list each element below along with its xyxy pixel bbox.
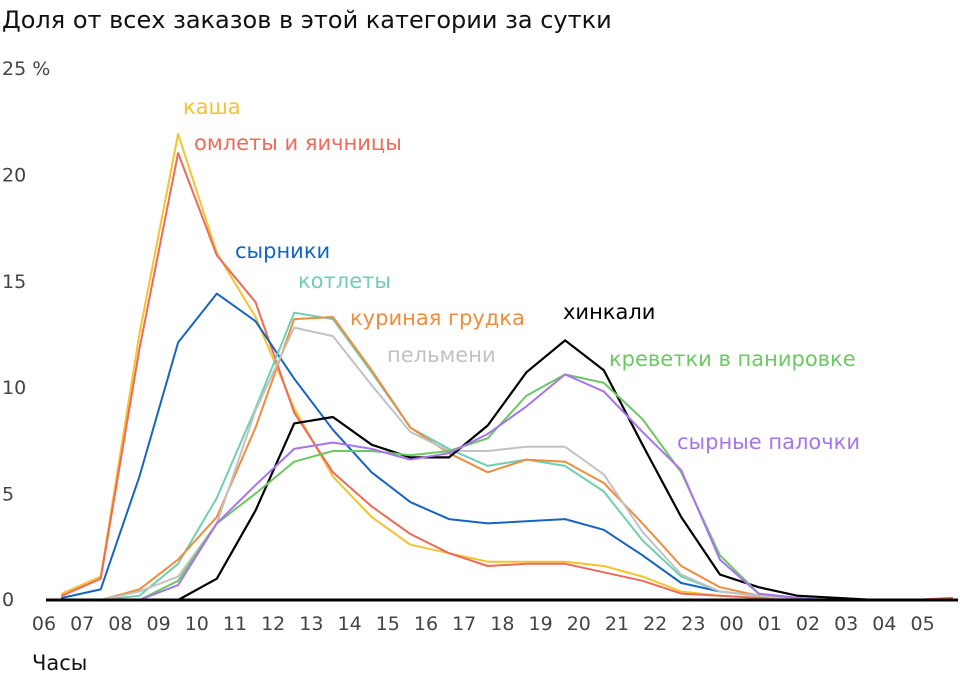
series-label: куриная грудка bbox=[350, 306, 525, 330]
y-tick-label: 5 bbox=[2, 484, 14, 506]
x-tick-label: 18 bbox=[490, 613, 514, 635]
series-line bbox=[61, 373, 954, 601]
x-tick-label: 10 bbox=[185, 613, 209, 635]
y-tick-label: 0 bbox=[2, 589, 14, 611]
x-tick-label: 02 bbox=[796, 613, 820, 635]
x-tick-label: 07 bbox=[70, 613, 94, 635]
x-tick-label: 11 bbox=[223, 613, 247, 635]
chart-title: Доля от всех заказов в этой категории за… bbox=[2, 6, 612, 34]
y-tick-label: 20 bbox=[2, 164, 26, 186]
x-tick-label: 05 bbox=[911, 613, 935, 635]
x-tick-label: 08 bbox=[108, 613, 132, 635]
x-tick-label: 19 bbox=[529, 613, 553, 635]
y-axis: 0 5 10 15 20 bbox=[2, 164, 26, 611]
series-label: сырные палочки bbox=[677, 430, 860, 454]
series-label: пельмени bbox=[387, 343, 496, 367]
x-tick-label: 17 bbox=[452, 613, 476, 635]
series-label: креветки в панировке bbox=[609, 347, 856, 371]
x-tick-label: 16 bbox=[414, 613, 438, 635]
series-label: омлеты и яичницы bbox=[194, 131, 402, 155]
x-tick-label: 12 bbox=[261, 613, 285, 635]
series-label: хинкали bbox=[563, 300, 655, 324]
x-tick-label: 15 bbox=[376, 613, 400, 635]
x-tick-label: 01 bbox=[758, 613, 782, 635]
x-tick-label: 14 bbox=[338, 613, 362, 635]
x-tick-label: 04 bbox=[872, 613, 896, 635]
x-tick-label: 22 bbox=[643, 613, 667, 635]
x-tick-label: 09 bbox=[147, 613, 171, 635]
y-tick-label: 15 bbox=[2, 271, 26, 293]
y-unit-label: 25 % bbox=[2, 58, 50, 80]
x-tick-label: 20 bbox=[567, 613, 591, 635]
x-tick-label: 13 bbox=[299, 613, 323, 635]
x-tick-label: 00 bbox=[720, 613, 744, 635]
series-line bbox=[60, 339, 954, 602]
series-labels: каша омлеты и яичницы сырники котлеты курина… bbox=[183, 95, 860, 454]
x-tick-label: 03 bbox=[834, 613, 858, 635]
series-label: котлеты bbox=[298, 269, 391, 293]
x-axis: 06 07 08 09 10 11 12 13 14 15 16 17 18 19 20 21 22 23 00 01… bbox=[32, 613, 935, 635]
series-line bbox=[61, 373, 954, 601]
series-lines bbox=[60, 133, 954, 602]
series-label: каша bbox=[183, 95, 241, 119]
x-tick-label: 21 bbox=[605, 613, 629, 635]
x-tick-label: 23 bbox=[681, 613, 705, 635]
x-tick-label: 06 bbox=[32, 613, 56, 635]
series-label: сырники bbox=[235, 239, 330, 263]
x-axis-label: Часы bbox=[32, 651, 87, 675]
y-tick-label: 10 bbox=[2, 377, 26, 399]
